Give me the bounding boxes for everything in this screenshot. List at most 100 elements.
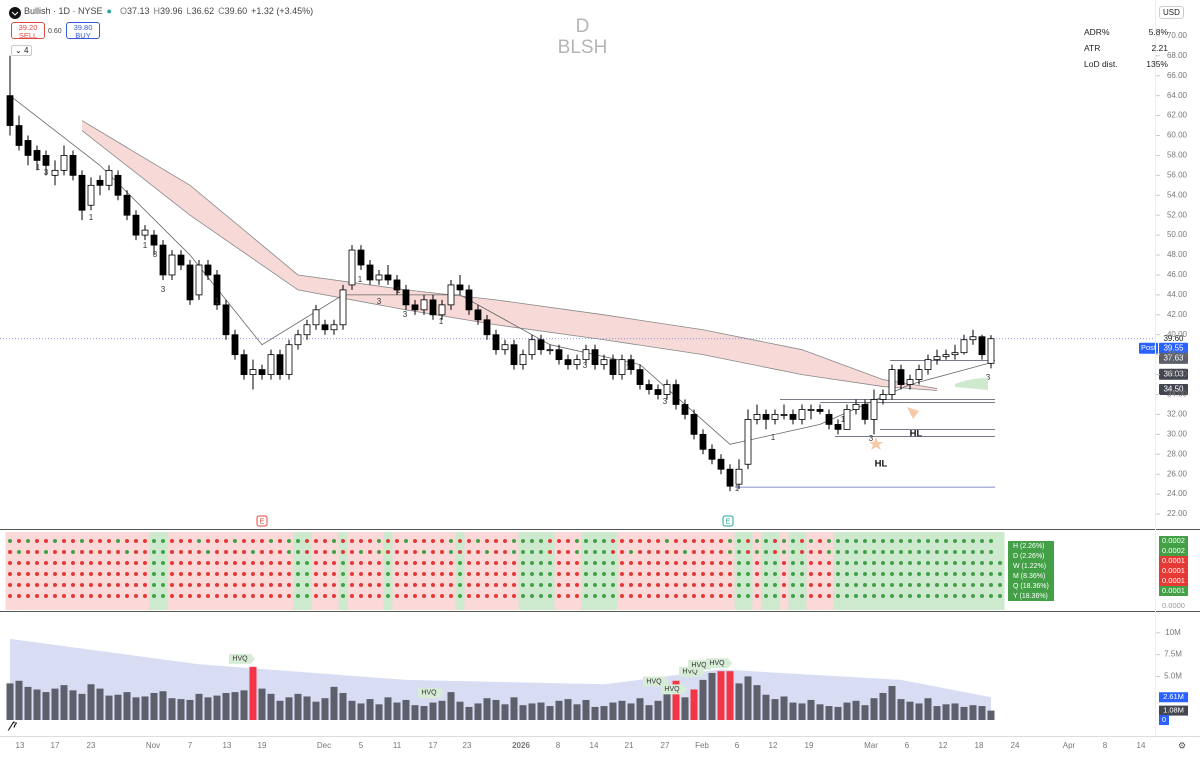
rank-dot (296, 561, 300, 565)
rank-value-box (1159, 546, 1188, 556)
rank-dot (602, 561, 606, 565)
volume-tick-label: 7.5M (1164, 650, 1182, 659)
rank-dot (8, 550, 12, 554)
rank-dot (962, 583, 966, 587)
rank-dot (350, 583, 354, 587)
rank-dot (35, 572, 39, 576)
x-tick-label: 8 (556, 741, 561, 750)
rank-dot (800, 594, 804, 598)
rank-dot (251, 572, 255, 576)
rank-dot (881, 550, 885, 554)
volume-bar (33, 689, 41, 720)
rank-dot (557, 550, 561, 554)
volume-bar (474, 703, 482, 720)
rank-dot (863, 561, 867, 565)
rank-dot (161, 572, 165, 576)
volume-bar (618, 700, 626, 720)
volume-bar (798, 703, 806, 720)
count-label: 1 (626, 363, 631, 372)
rank-dot (314, 594, 318, 598)
rank-dot (566, 583, 570, 587)
rank-dot (53, 561, 57, 565)
rank-dot (413, 572, 417, 576)
rank-value: 0.0002 (1162, 536, 1185, 545)
rank-dot (512, 550, 516, 554)
candle-body (492, 334, 500, 351)
volume-bar (411, 705, 419, 720)
rank-dot (251, 583, 255, 587)
rank-dot (836, 572, 840, 576)
rank-dot (296, 583, 300, 587)
candle-body (402, 289, 410, 306)
candle-body (672, 384, 680, 405)
rank-dot (602, 539, 606, 543)
rank-dot (71, 572, 75, 576)
rank-value: 0.0002 (1162, 546, 1185, 555)
rank-dot (584, 561, 588, 565)
rank-dot (755, 550, 759, 554)
rank-value: 0.0001 (1162, 576, 1185, 585)
rank-dot (440, 583, 444, 587)
candle-body (888, 369, 896, 395)
volume-bar (600, 706, 608, 720)
x-tick-label: 6 (905, 741, 910, 750)
rank-dot (287, 594, 291, 598)
rank-dot (125, 583, 129, 587)
rank-dot (746, 594, 750, 598)
volume-bar (123, 692, 131, 720)
rank-dot (17, 594, 21, 598)
y-tick-label: 22.00 (1167, 509, 1188, 518)
rank-dot (917, 583, 921, 587)
rank-dot (206, 583, 210, 587)
candle-body (411, 304, 419, 311)
volume-bar (708, 672, 716, 720)
rank-dot (323, 572, 327, 576)
rank-dot (359, 594, 363, 598)
rank-column (770, 532, 780, 610)
volume-bar (663, 689, 671, 720)
rank-dot (773, 572, 777, 576)
rank-dot (836, 583, 840, 587)
rank-column (302, 532, 312, 610)
rank-dot (836, 594, 840, 598)
rank-column (446, 532, 456, 610)
rank-dot (404, 583, 408, 587)
candle-body (24, 140, 32, 156)
rank-column (644, 532, 654, 610)
rank-dot (431, 594, 435, 598)
rank-dot (476, 561, 480, 565)
hvq-tag (229, 653, 255, 664)
rank-dot (593, 561, 597, 565)
candle-body (528, 339, 536, 356)
rank-dot (80, 594, 84, 598)
rank-dot (485, 539, 489, 543)
rank-dot (134, 561, 138, 565)
volume-bar (303, 696, 311, 720)
rank-dot (602, 583, 606, 587)
x-tick-label: 8 (1103, 741, 1108, 750)
candle-body (114, 174, 122, 196)
rank-value-box (1159, 586, 1188, 596)
y-tick-label: 50.00 (1167, 230, 1188, 239)
rank-dot (215, 561, 219, 565)
rank-dot (575, 583, 579, 587)
rank-dot (557, 594, 561, 598)
rank-dot (818, 550, 822, 554)
arrow-marker (907, 407, 919, 419)
rank-dot (737, 594, 741, 598)
rank-dot (917, 550, 921, 554)
rank-dot (242, 594, 246, 598)
rank-dot (503, 594, 507, 598)
rank-dot (440, 572, 444, 576)
rank-dot (755, 583, 759, 587)
rank-dot (35, 594, 39, 598)
candle-body (339, 289, 347, 326)
rank-dot (368, 594, 372, 598)
rank-dot (305, 539, 309, 543)
rank-dot (260, 572, 264, 576)
rank-column (437, 532, 447, 610)
volume-bar (150, 692, 158, 720)
rank-dot (134, 583, 138, 587)
rank-dot (125, 539, 129, 543)
rank-dot (674, 572, 678, 576)
